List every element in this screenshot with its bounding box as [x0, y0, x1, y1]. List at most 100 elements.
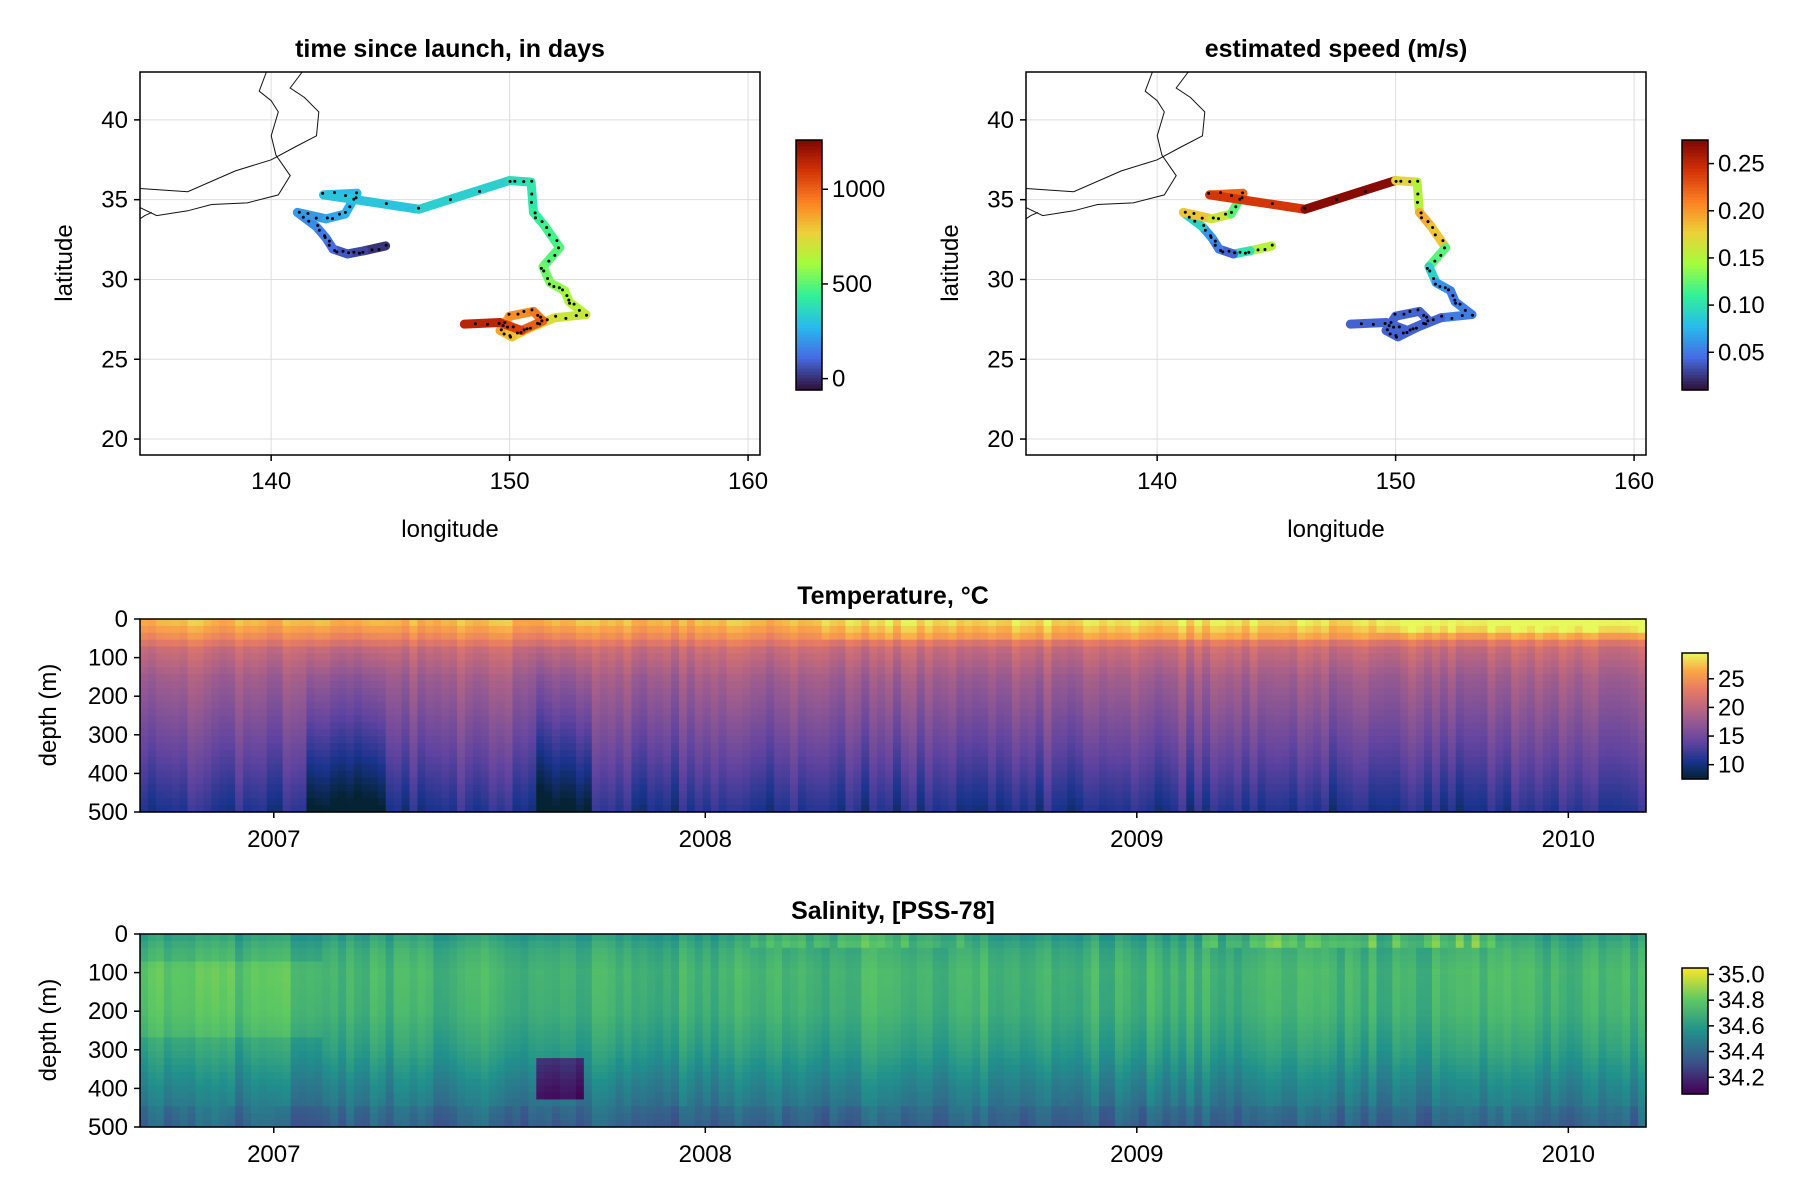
heatmap-cell — [805, 708, 815, 717]
heatmap-cell — [932, 715, 942, 723]
heatmap-cell — [1075, 639, 1084, 648]
heatmap-cell — [750, 791, 759, 799]
heatmap-cell — [885, 736, 894, 744]
tick-label: 140 — [251, 468, 291, 495]
heatmap-cell — [290, 681, 300, 689]
heatmap-cell — [956, 715, 965, 723]
heatmap-cell — [1368, 749, 1378, 758]
heatmap-cell — [1059, 805, 1068, 813]
heatmap-cell — [1194, 777, 1203, 786]
heatmap-cell — [250, 619, 260, 627]
heatmap-cell — [663, 770, 672, 779]
profile-point — [1419, 216, 1423, 220]
heatmap-cell — [449, 646, 458, 655]
heatmap-cell — [845, 791, 854, 799]
heatmap-cell — [187, 646, 197, 655]
heatmap-cell — [813, 743, 823, 751]
heatmap-cell — [560, 694, 569, 703]
heatmap-cell — [203, 674, 212, 682]
heatmap-cell — [1225, 791, 1235, 799]
heatmap-cell — [885, 632, 894, 641]
heatmap-cell — [528, 619, 537, 627]
heatmap-cell — [932, 660, 942, 668]
heatmap-cell — [1122, 729, 1132, 737]
heatmap-cell — [1146, 798, 1156, 806]
heatmap-cell — [1003, 681, 1013, 689]
heatmap-cell — [575, 777, 585, 786]
heatmap-cell — [330, 639, 339, 648]
heatmap-cell — [623, 653, 633, 661]
heatmap-cell — [1400, 646, 1409, 655]
heatmap-cell — [536, 653, 545, 661]
heatmap-cell — [1083, 791, 1092, 799]
heatmap-cell — [686, 777, 696, 786]
heatmap-cell — [457, 646, 466, 655]
heatmap-cell — [647, 763, 656, 772]
colorbar-step — [1682, 286, 1708, 291]
heatmap-cell — [464, 701, 474, 710]
heatmap-cell — [1289, 701, 1298, 710]
colorbar-step — [1682, 333, 1708, 338]
heatmap-cell — [219, 722, 228, 730]
heatmap-cell — [599, 646, 609, 655]
heatmap-cell — [956, 756, 965, 765]
heatmap-cell — [401, 736, 411, 744]
heatmap-cell — [797, 687, 807, 696]
heatmap-cell — [734, 653, 743, 661]
profile-point — [1442, 246, 1446, 250]
heatmap-cell — [544, 619, 553, 627]
heatmap-cell — [243, 749, 252, 758]
heatmap-cell — [583, 660, 593, 668]
heatmap-cell — [718, 708, 728, 717]
heatmap-cell — [774, 715, 783, 723]
heatmap-cell — [1265, 770, 1275, 779]
profile-point — [1187, 215, 1191, 219]
heatmap-cell — [932, 756, 942, 765]
colorbar-step — [1682, 365, 1708, 369]
heatmap-cell — [1392, 681, 1401, 689]
heatmap-cell — [671, 791, 680, 799]
heatmap-cell — [1011, 639, 1021, 648]
heatmap-cell — [1368, 798, 1378, 806]
heatmap-cell — [290, 619, 300, 627]
heatmap-cell — [1194, 639, 1203, 648]
colorbar-step — [796, 383, 822, 388]
heatmap-cell — [282, 681, 292, 689]
heatmap-cell — [290, 784, 300, 792]
heatmap-cell — [1265, 722, 1275, 730]
heatmap-cell — [1130, 791, 1140, 799]
heatmap-cell — [354, 660, 363, 668]
heatmap-cell — [702, 660, 712, 668]
heatmap-cell — [996, 619, 1005, 627]
heatmap-cell — [1107, 805, 1116, 813]
heatmap-cell — [702, 770, 712, 779]
heatmap-cell — [694, 660, 704, 668]
heatmap-cell — [441, 681, 450, 689]
profile-point — [529, 200, 533, 204]
heatmap-cell — [861, 722, 870, 730]
heatmap-cell — [1162, 625, 1172, 634]
heatmap-cell — [750, 653, 759, 661]
heatmap-cell — [782, 722, 791, 730]
heatmap-cell — [1344, 770, 1354, 779]
heatmap-cell — [1257, 708, 1267, 717]
heatmap-cell — [1352, 763, 1362, 772]
heatmap-cell — [924, 756, 934, 765]
heatmap-cell — [1003, 653, 1013, 661]
heatmap-cell — [306, 646, 315, 655]
heatmap-cell — [956, 729, 965, 737]
heatmap-cell — [615, 770, 625, 779]
heatmap-cell — [885, 770, 894, 779]
heatmap-cell — [235, 763, 244, 772]
heatmap-cell — [623, 798, 633, 806]
heatmap-cell — [940, 722, 950, 730]
heatmap-cell — [266, 694, 276, 703]
heatmap-cell — [560, 777, 569, 786]
profile-point — [516, 312, 520, 316]
heatmap-cell — [1392, 756, 1401, 765]
heatmap-cell — [1336, 763, 1346, 772]
heatmap-cell — [932, 653, 942, 661]
heatmap-cell — [845, 756, 854, 765]
heatmap-cell — [409, 681, 419, 689]
heatmap-cell — [1114, 619, 1124, 627]
